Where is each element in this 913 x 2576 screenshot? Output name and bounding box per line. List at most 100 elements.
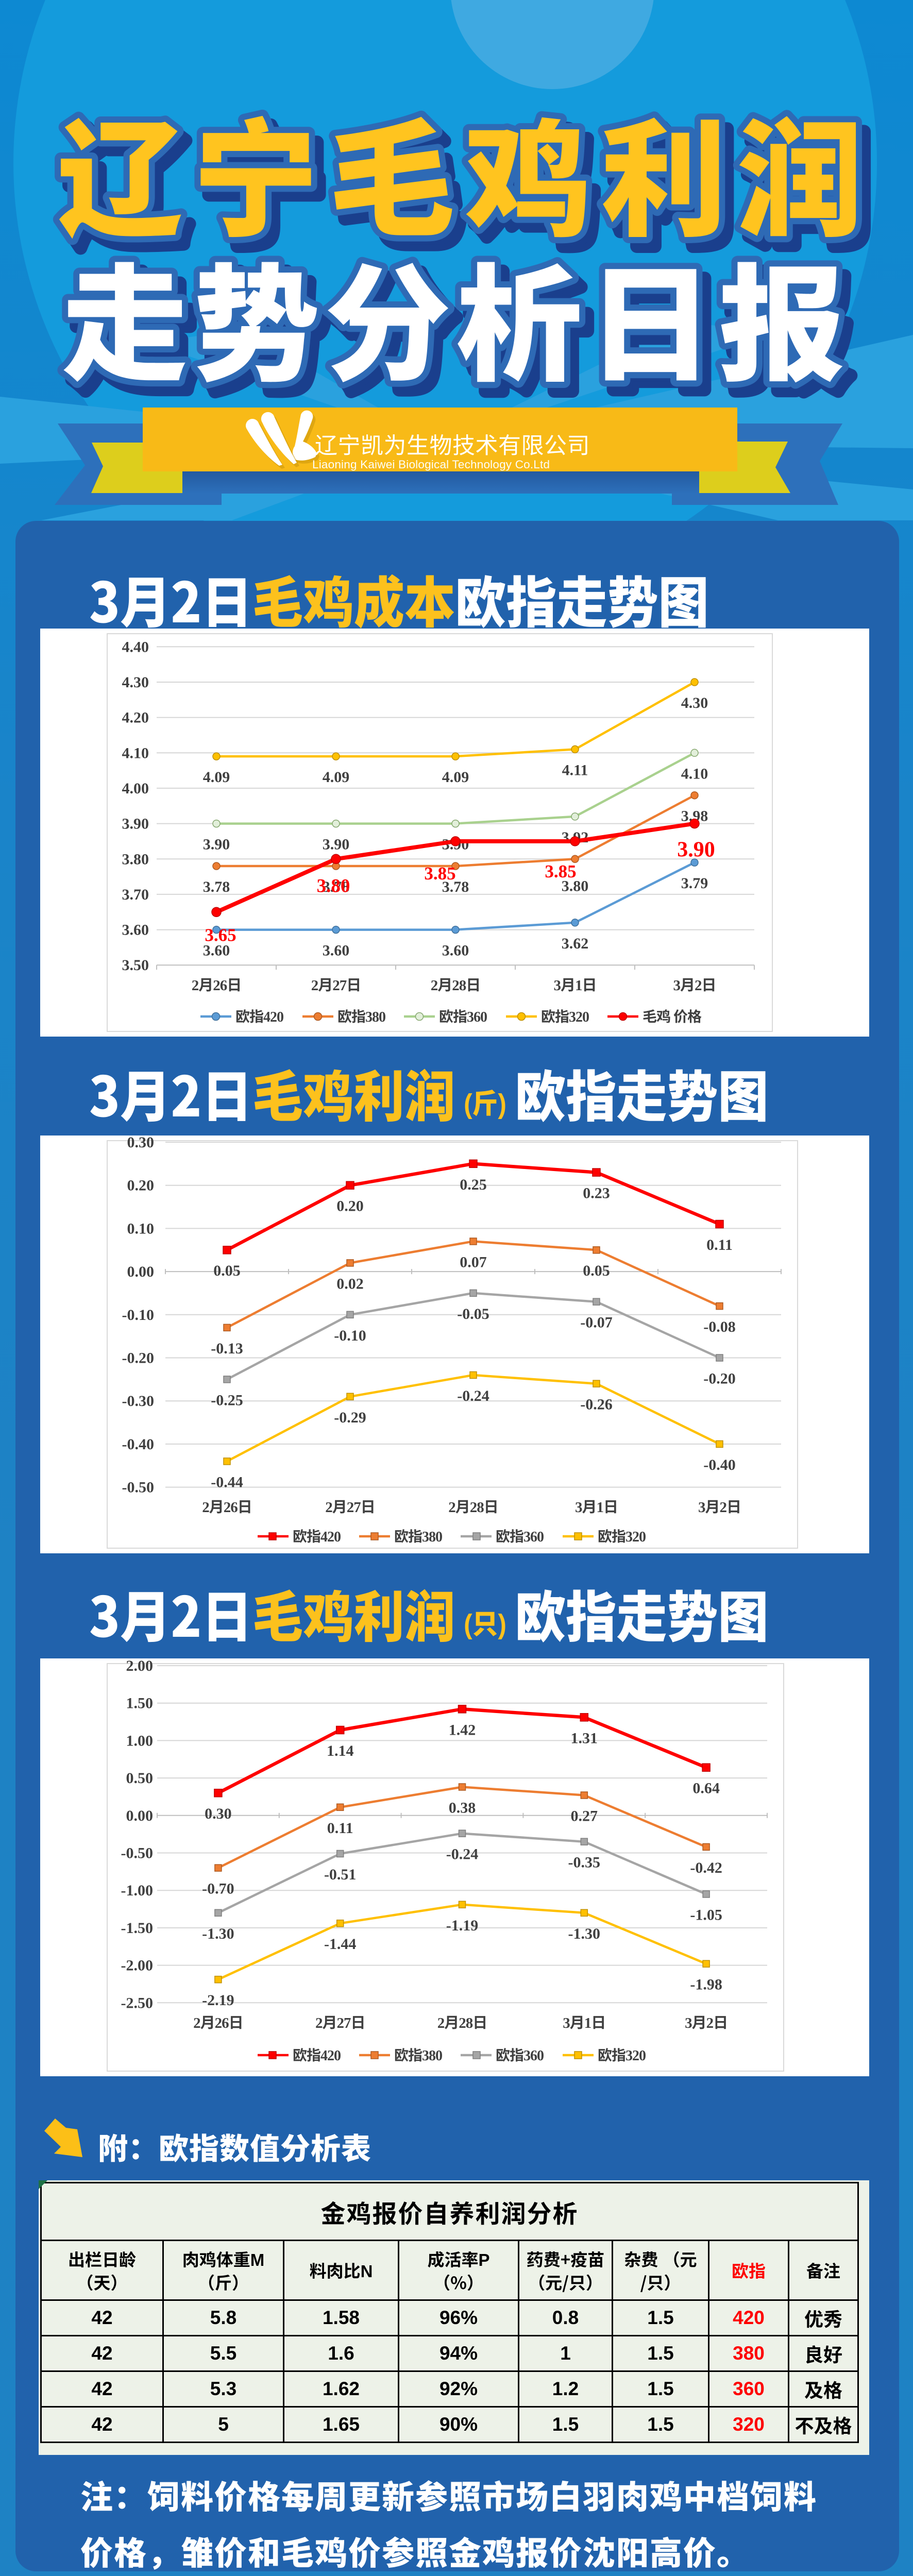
svg-text:3.78: 3.78 <box>442 878 469 895</box>
svg-text:欧指320: 欧指320 <box>598 2044 646 2065</box>
svg-text:-0.26: -0.26 <box>580 1396 613 1413</box>
svg-text:3.85: 3.85 <box>424 863 455 884</box>
svg-text:1.00: 1.00 <box>126 1732 154 1749</box>
svg-text:辽宁毛鸡利润: 辽宁毛鸡利润 <box>57 79 873 262</box>
svg-text:-0.42: -0.42 <box>690 1859 722 1876</box>
svg-text:欧指380: 欧指380 <box>394 1526 442 1546</box>
svg-text:3.62: 3.62 <box>562 935 589 952</box>
svg-text:2月27日: 2月27日 <box>311 973 361 995</box>
svg-text:3月1日: 3月1日 <box>553 973 596 995</box>
svg-text:-0.30: -0.30 <box>122 1393 155 1410</box>
svg-text:-2.19: -2.19 <box>202 1992 234 2009</box>
svg-text:-1.50: -1.50 <box>121 1920 154 1937</box>
svg-text:0.05: 0.05 <box>213 1262 241 1279</box>
svg-text:0.50: 0.50 <box>126 1770 154 1787</box>
svg-text:欧指360: 欧指360 <box>439 1006 487 1026</box>
svg-text:3.60: 3.60 <box>122 922 149 939</box>
svg-text:-1.30: -1.30 <box>568 1925 601 1942</box>
svg-text:走势分析日报: 走势分析日报 <box>62 224 850 406</box>
svg-text:2月27日: 2月27日 <box>315 2011 365 2032</box>
svg-text:4.20: 4.20 <box>122 709 149 726</box>
svg-text:-0.24: -0.24 <box>457 1387 489 1404</box>
svg-text:0.11: 0.11 <box>327 1820 353 1837</box>
svg-text:欧指420: 欧指420 <box>293 2044 341 2065</box>
svg-text:-2.00: -2.00 <box>121 1957 154 1974</box>
svg-text:4.11: 4.11 <box>562 761 588 778</box>
svg-text:3.60: 3.60 <box>203 942 230 959</box>
svg-text:-0.35: -0.35 <box>568 1854 601 1871</box>
svg-text:1.50: 1.50 <box>126 1695 154 1712</box>
svg-text:0.00: 0.00 <box>126 1807 154 1824</box>
svg-text:4.10: 4.10 <box>681 765 708 782</box>
svg-text:3月1日: 3月1日 <box>575 1495 618 1517</box>
svg-text:3.78: 3.78 <box>203 878 230 895</box>
svg-text:4.40: 4.40 <box>122 638 149 655</box>
svg-text:-1.44: -1.44 <box>324 1936 357 1953</box>
svg-text:3月1日: 3月1日 <box>563 2011 605 2032</box>
svg-text:-0.29: -0.29 <box>334 1409 366 1426</box>
svg-text:-0.10: -0.10 <box>122 1307 155 1324</box>
svg-text:3.90: 3.90 <box>203 836 230 853</box>
svg-text:毛鸡 价格: 毛鸡 价格 <box>643 1006 702 1026</box>
svg-text:0.23: 0.23 <box>583 1185 610 1202</box>
svg-text:-0.40: -0.40 <box>703 1456 736 1473</box>
svg-text:-1.30: -1.30 <box>202 1925 234 1942</box>
svg-text:4.00: 4.00 <box>122 780 149 797</box>
svg-text:-0.13: -0.13 <box>211 1340 243 1357</box>
svg-text:1.42: 1.42 <box>449 1721 476 1738</box>
svg-text:1.31: 1.31 <box>571 1730 598 1747</box>
svg-text:3月2日: 3月2日 <box>698 1495 741 1517</box>
svg-text:4.10: 4.10 <box>122 744 149 761</box>
svg-text:-0.20: -0.20 <box>122 1350 155 1367</box>
svg-text:-0.07: -0.07 <box>580 1314 613 1331</box>
svg-text:0.02: 0.02 <box>336 1275 364 1292</box>
svg-text:2.00: 2.00 <box>126 1658 154 1674</box>
svg-text:-1.98: -1.98 <box>690 1976 722 1993</box>
svg-text:4.30: 4.30 <box>122 674 149 691</box>
svg-text:2月26日: 2月26日 <box>193 2011 243 2032</box>
svg-text:-2.50: -2.50 <box>121 1994 154 2011</box>
svg-text:3.80: 3.80 <box>122 851 149 868</box>
svg-text:1.14: 1.14 <box>327 1742 354 1759</box>
svg-text:3月2日: 3月2日 <box>685 2011 728 2032</box>
svg-text:2月28日: 2月28日 <box>437 2011 487 2032</box>
svg-text:-0.08: -0.08 <box>703 1318 736 1335</box>
svg-text:3.90: 3.90 <box>122 816 149 833</box>
svg-text:3月2日: 3月2日 <box>673 973 716 995</box>
svg-text:欧指320: 欧指320 <box>598 1526 646 1546</box>
svg-text:0.11: 0.11 <box>706 1236 733 1253</box>
svg-text:-0.05: -0.05 <box>457 1306 489 1323</box>
svg-text:-0.24: -0.24 <box>446 1846 479 1863</box>
svg-text:4.30: 4.30 <box>681 694 708 711</box>
svg-text:3.70: 3.70 <box>122 886 149 903</box>
svg-text:0.00: 0.00 <box>127 1263 155 1280</box>
svg-text:4.09: 4.09 <box>323 769 350 786</box>
svg-text:3.80: 3.80 <box>562 877 589 894</box>
svg-text:3.50: 3.50 <box>122 957 149 974</box>
svg-text:2月28日: 2月28日 <box>431 973 481 995</box>
svg-text:欧指420: 欧指420 <box>293 1526 341 1546</box>
svg-text:走势分析日报: 走势分析日报 <box>70 233 858 416</box>
svg-text:3.65: 3.65 <box>205 925 236 945</box>
svg-text:0.20: 0.20 <box>127 1177 155 1194</box>
svg-text:0.30: 0.30 <box>205 1805 232 1822</box>
svg-text:欧指320: 欧指320 <box>541 1006 589 1026</box>
svg-text:-1.00: -1.00 <box>121 1882 154 1899</box>
svg-text:0.07: 0.07 <box>460 1254 487 1271</box>
svg-text:0.27: 0.27 <box>571 1808 598 1825</box>
svg-text:0.38: 0.38 <box>449 1800 476 1817</box>
svg-text:-0.20: -0.20 <box>703 1370 736 1387</box>
svg-text:0.05: 0.05 <box>583 1262 610 1279</box>
svg-text:-0.50: -0.50 <box>121 1845 154 1862</box>
svg-text:欧指360: 欧指360 <box>496 1526 544 1546</box>
svg-text:欧指380: 欧指380 <box>337 1006 385 1026</box>
svg-text:欧指420: 欧指420 <box>235 1006 283 1026</box>
svg-text:欧指380: 欧指380 <box>394 2044 442 2065</box>
svg-text:2月26日: 2月26日 <box>202 1495 252 1517</box>
svg-text:4.09: 4.09 <box>203 769 230 786</box>
svg-text:0.20: 0.20 <box>336 1198 364 1215</box>
svg-text:2月26日: 2月26日 <box>192 973 242 995</box>
svg-text:0.10: 0.10 <box>127 1220 155 1237</box>
svg-text:0.64: 0.64 <box>692 1780 720 1797</box>
svg-text:3.80: 3.80 <box>317 875 350 896</box>
